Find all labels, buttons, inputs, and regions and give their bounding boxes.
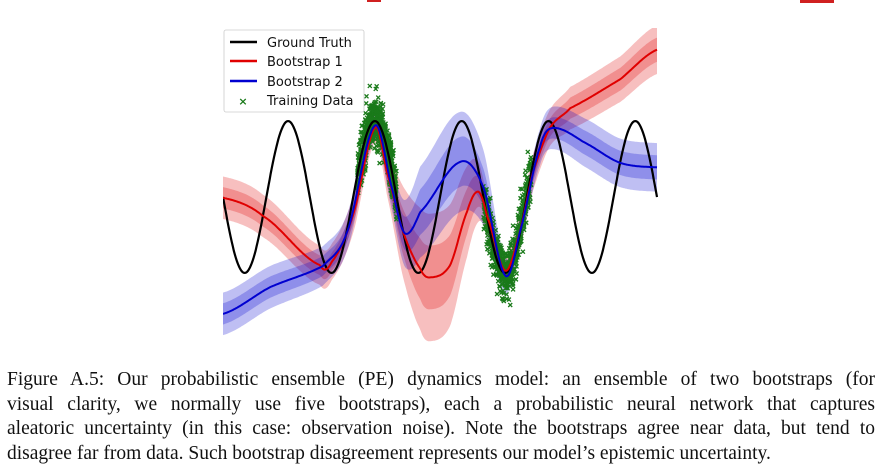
training-data-point (527, 157, 533, 163)
training-data-point (380, 106, 385, 112)
training-data-point (375, 95, 381, 101)
training-data-point (363, 100, 369, 106)
caption-line: visual clarity, we normally use five boo… (7, 393, 875, 415)
training-data-point (489, 264, 495, 270)
training-data-point (510, 287, 516, 292)
training-data-point (504, 253, 510, 259)
link-marker (367, 0, 381, 2)
training-data-point (504, 285, 510, 291)
training-data-point (509, 275, 515, 281)
training-data-point (387, 137, 393, 143)
legend-label-training-data: Training Data (266, 94, 353, 109)
training-data-point (514, 271, 520, 276)
training-data-point (488, 262, 494, 268)
training-data-point (375, 113, 381, 119)
training-data-point (523, 168, 529, 174)
legend-box (223, 29, 365, 113)
training-data-point (366, 112, 372, 118)
training-data-point (369, 107, 375, 113)
figure-caption: Figure A.5: Our probabilistic ensemble (… (7, 368, 875, 466)
training-data-point (525, 149, 531, 155)
training-data-point (388, 142, 394, 148)
bootstrap-1-band-1sigma (223, 37, 657, 310)
training-data-point (495, 236, 501, 242)
legend-label-bootstrap-2: Bootstrap 2 (267, 75, 343, 90)
training-data-point (522, 172, 528, 178)
training-data-point (496, 273, 502, 279)
training-data-point (367, 104, 373, 110)
bootstrap-1-mean-line (223, 48, 658, 279)
training-data-point (385, 128, 390, 134)
training-data-point (497, 283, 502, 289)
training-data-point (373, 86, 379, 92)
training-data-point (484, 246, 490, 252)
training-data-point (513, 276, 519, 282)
training-data-point (507, 279, 513, 285)
training-data-point (377, 160, 383, 166)
training-data-point (490, 272, 496, 278)
training-data-point (494, 291, 500, 297)
training-data-point (375, 147, 381, 153)
training-data-point (518, 186, 523, 192)
training-data-point (506, 297, 512, 303)
training-data-point (496, 242, 502, 248)
training-data-point (387, 148, 393, 154)
legend-swatch-training-data: × (238, 95, 247, 108)
training-data-point (520, 249, 526, 255)
training-data-point (484, 233, 490, 239)
link-marker (800, 0, 834, 3)
training-data-point (372, 99, 378, 105)
training-data-point (369, 116, 375, 122)
training-data-point (370, 139, 376, 145)
training-data-point (378, 101, 384, 107)
training-data-point (497, 248, 503, 254)
training-data-point (527, 160, 533, 166)
training-data-point (373, 143, 379, 149)
caption-line: aleatoric uncertainty (in this case: obs… (7, 418, 875, 439)
training-data-point (373, 108, 379, 114)
training-data-point (481, 226, 487, 232)
training-data-point (482, 216, 488, 222)
training-data-point (380, 111, 386, 116)
training-data-point (499, 289, 505, 295)
training-data-point (526, 163, 531, 169)
training-data-point (498, 278, 504, 284)
legend: Ground Truth Bootstrap 1 Bootstrap 2 × T… (223, 29, 365, 113)
training-data-point (367, 83, 373, 89)
bootstrap-2-mean-line (223, 123, 658, 315)
legend-label-ground-truth: Ground Truth (267, 36, 352, 51)
training-data-point (511, 237, 517, 243)
training-data-point (516, 217, 522, 223)
training-data-point (494, 266, 500, 272)
training-data-point (524, 175, 530, 181)
caption-line: disagree far from data. Such bootstrap d… (7, 442, 771, 464)
bootstrap-2-band-2sigma (223, 106, 657, 336)
training-data-point (385, 133, 391, 139)
training-data-point (507, 302, 513, 308)
training-data-point (499, 295, 505, 301)
ground-truth-line (223, 119, 658, 275)
ensemble-plot: Ground Truth Bootstrap 1 Bootstrap 2 × T… (223, 28, 658, 342)
training-data-point (359, 129, 365, 135)
training-data-point (485, 239, 490, 245)
caption-line: Figure A.5: Our probabilistic ensemble (… (7, 369, 875, 390)
training-data-point (513, 225, 519, 231)
training-data-point (364, 93, 369, 99)
mean-lines (223, 48, 658, 315)
training-data-point (504, 292, 510, 297)
legend-label-bootstrap-1: Bootstrap 1 (267, 55, 343, 70)
